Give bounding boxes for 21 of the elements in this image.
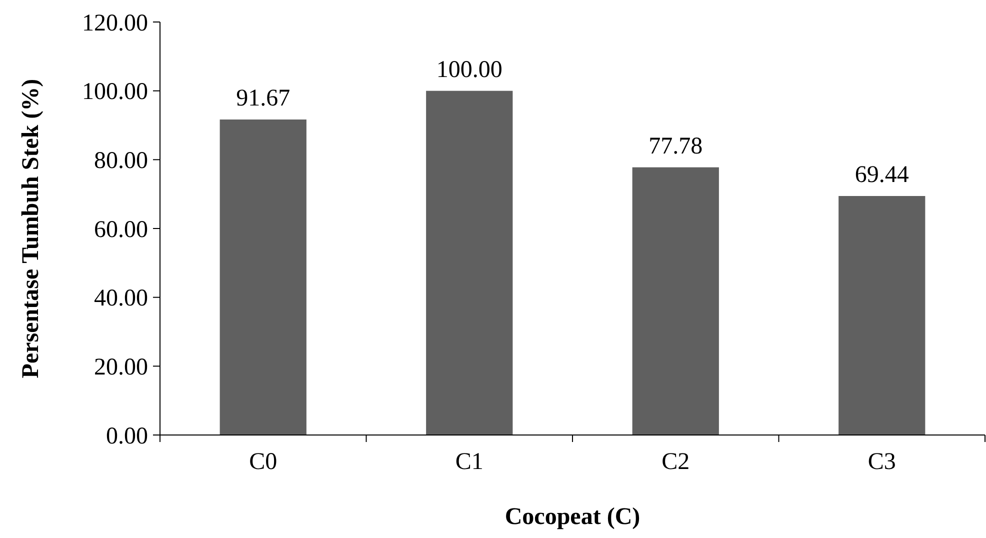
x-tick-label: C2 (662, 449, 690, 475)
y-tick-label: 80.00 (94, 148, 148, 174)
x-tick-label: C3 (868, 449, 896, 475)
y-tick-label: 0.00 (106, 423, 148, 450)
y-axis-title: Persentase Tumbuh Stek (%) (18, 78, 44, 378)
data-label: 77.78 (648, 133, 703, 160)
data-label: 91.67 (236, 86, 290, 112)
x-tick-label: C0 (249, 449, 278, 475)
x-tick-label: C1 (455, 449, 484, 475)
data-label: 69.44 (854, 162, 909, 188)
bar (632, 167, 719, 435)
y-tick-label: 60.00 (94, 216, 148, 243)
data-label: 100.00 (436, 56, 502, 83)
bar (426, 90, 513, 435)
x-axis-title: Cocopeat (C) (504, 504, 640, 530)
y-tick-label: 100.00 (82, 79, 148, 106)
y-tick-label: 20.00 (94, 354, 148, 381)
y-tick-label: 40.00 (94, 286, 148, 312)
bar (838, 196, 926, 435)
bar (220, 120, 306, 435)
y-tick-label: 120.00 (82, 10, 148, 36)
